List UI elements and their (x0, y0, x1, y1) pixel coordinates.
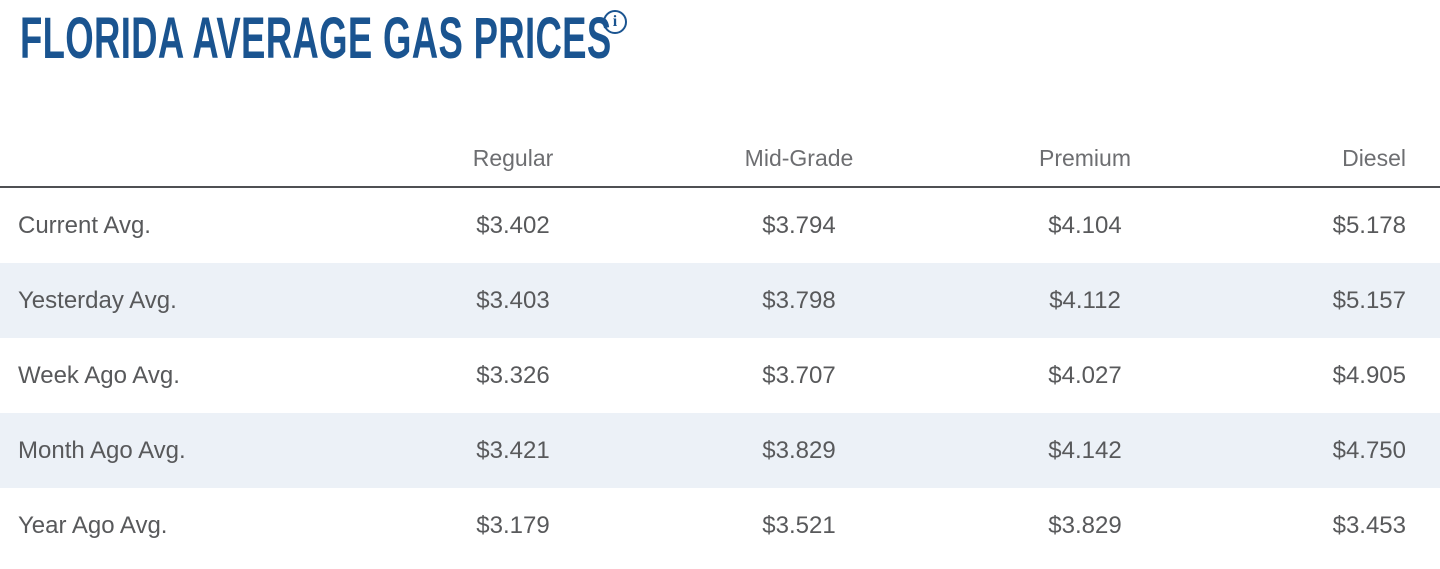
row-label: Year Ago Avg. (18, 511, 168, 539)
price-cell: $4.142 (1048, 436, 1122, 464)
price-cell: $3.421 (476, 436, 550, 464)
table-body: Current Avg. $3.402 $3.794 $4.104 $5.178… (0, 187, 1440, 563)
price-cell: $3.402 (476, 211, 550, 239)
column-header-blank (0, 130, 370, 187)
row-label: Current Avg. (18, 211, 151, 239)
column-header-regular: Regular (472, 144, 554, 171)
table-row-week-ago-avg: Week Ago Avg. $3.326 $3.707 $4.027 $4.90… (0, 338, 1440, 413)
price-cell: $3.453 (1332, 511, 1406, 539)
table-row-current-avg: Current Avg. $3.402 $3.794 $4.104 $5.178 (0, 187, 1440, 263)
table-row-month-ago-avg: Month Ago Avg. $3.421 $3.829 $4.142 $4.7… (0, 413, 1440, 488)
price-cell: $3.326 (476, 361, 550, 389)
gas-prices-table: Regular Mid-Grade Premium Diesel Current… (0, 130, 1440, 563)
price-cell: $3.179 (476, 511, 550, 539)
price-cell: $3.829 (1048, 511, 1122, 539)
price-cell: $5.157 (1332, 286, 1406, 314)
table-header: Regular Mid-Grade Premium Diesel (0, 130, 1440, 187)
price-cell: $4.112 (1049, 286, 1121, 314)
price-cell: $3.403 (476, 286, 550, 314)
column-header-premium: Premium (1038, 144, 1131, 171)
price-cell: $3.794 (762, 211, 836, 239)
page-title: FLORIDA AVERAGE GAS PRICES (20, 6, 612, 71)
header-row: Regular Mid-Grade Premium Diesel (0, 130, 1440, 187)
table-row-year-ago-avg: Year Ago Avg. $3.179 $3.521 $3.829 $3.45… (0, 488, 1440, 563)
price-cell: $4.750 (1332, 436, 1406, 464)
row-label: Month Ago Avg. (18, 436, 186, 464)
info-icon[interactable]: i (603, 10, 627, 34)
price-cell: $3.798 (762, 286, 836, 314)
price-cell: $4.905 (1332, 361, 1406, 389)
row-label: Week Ago Avg. (18, 361, 180, 389)
price-cell: $3.829 (762, 436, 836, 464)
column-header-diesel: Diesel (1342, 144, 1406, 171)
column-header-midgrade: Mid-Grade (744, 144, 854, 171)
price-cell: $3.521 (762, 511, 836, 539)
table-row-yesterday-avg: Yesterday Avg. $3.403 $3.798 $4.112 $5.1… (0, 263, 1440, 338)
price-cell: $3.707 (762, 361, 836, 389)
price-cell: $5.178 (1332, 211, 1406, 239)
row-label: Yesterday Avg. (18, 286, 177, 314)
price-cell: $4.027 (1048, 361, 1122, 389)
title-bar: FLORIDA AVERAGE GAS PRICES i (20, 8, 959, 78)
price-cell: $4.104 (1048, 211, 1122, 239)
